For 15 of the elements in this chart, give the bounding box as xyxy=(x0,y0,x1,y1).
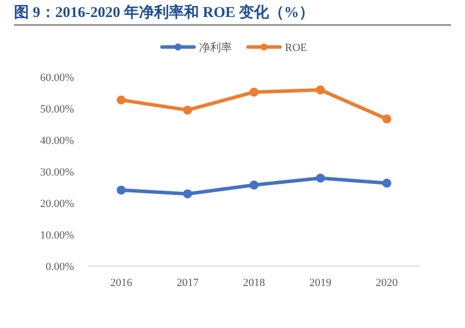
ytick: 60.00% xyxy=(40,72,74,84)
ytick: 40.00% xyxy=(40,135,74,147)
ytick: 0.00% xyxy=(46,261,74,273)
xtick: 2019 xyxy=(309,277,332,289)
ytick: 30.00% xyxy=(40,166,74,178)
ytick: 10.00% xyxy=(40,230,74,242)
xtick: 2017 xyxy=(176,277,199,289)
xtick: 2020 xyxy=(376,277,398,289)
ytick: 50.00% xyxy=(40,104,74,116)
xtick: 2016 xyxy=(110,277,132,289)
title: 图 9：2016-2020 年净利率和 ROE 变化（%） xyxy=(14,5,314,21)
legend-label: 净利率 xyxy=(199,41,232,54)
legend-label: ROE xyxy=(285,42,308,54)
ytick: 20.00% xyxy=(40,198,74,210)
xtick: 2018 xyxy=(243,277,265,289)
